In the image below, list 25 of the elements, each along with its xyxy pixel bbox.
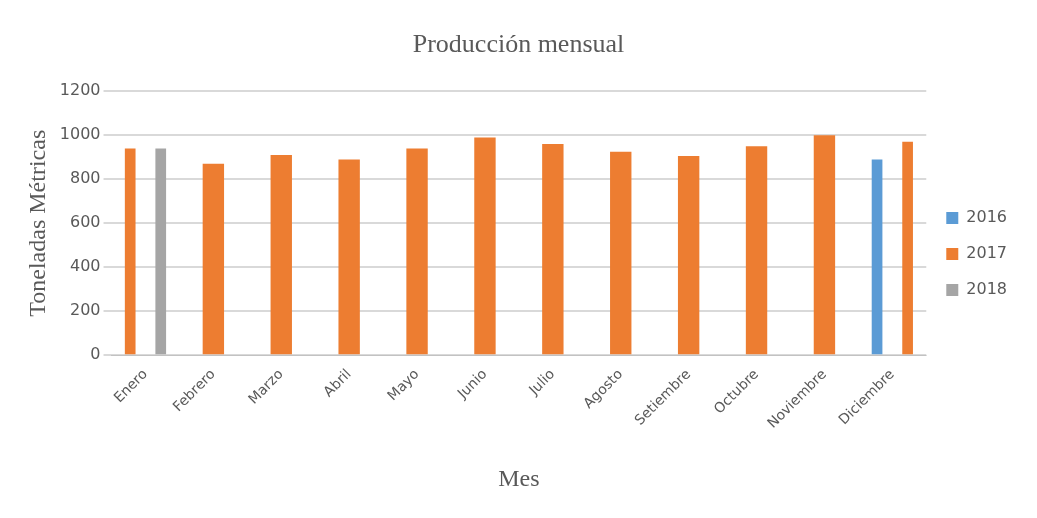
bar — [155, 148, 167, 355]
legend-label: 2017 — [966, 243, 1007, 263]
y-tick-label: 400 — [69, 256, 101, 276]
y-tick-label: 0 — [90, 344, 101, 364]
y-tick-label: 200 — [69, 300, 101, 320]
bar — [677, 156, 700, 355]
bar — [270, 155, 292, 355]
y-tick-label: 800 — [69, 168, 101, 188]
bar — [202, 163, 225, 355]
x-axis-title: Mes — [498, 464, 540, 491]
y-tick-label: 1000 — [59, 124, 101, 144]
y-tick-label: 1200 — [59, 80, 101, 100]
bar — [406, 148, 428, 355]
legend-label: 2016 — [966, 207, 1007, 227]
bar — [542, 144, 564, 355]
legend-label: 2018 — [966, 279, 1007, 299]
y-axis-title: Toneladas Métricas — [23, 129, 50, 317]
bar — [745, 146, 768, 355]
bar — [813, 135, 836, 355]
bar — [871, 159, 883, 355]
chart-title: Producción mensual — [412, 29, 625, 59]
y-tick-label: 600 — [69, 212, 101, 232]
bar — [610, 151, 632, 355]
bar — [474, 137, 496, 355]
bar — [338, 159, 360, 355]
